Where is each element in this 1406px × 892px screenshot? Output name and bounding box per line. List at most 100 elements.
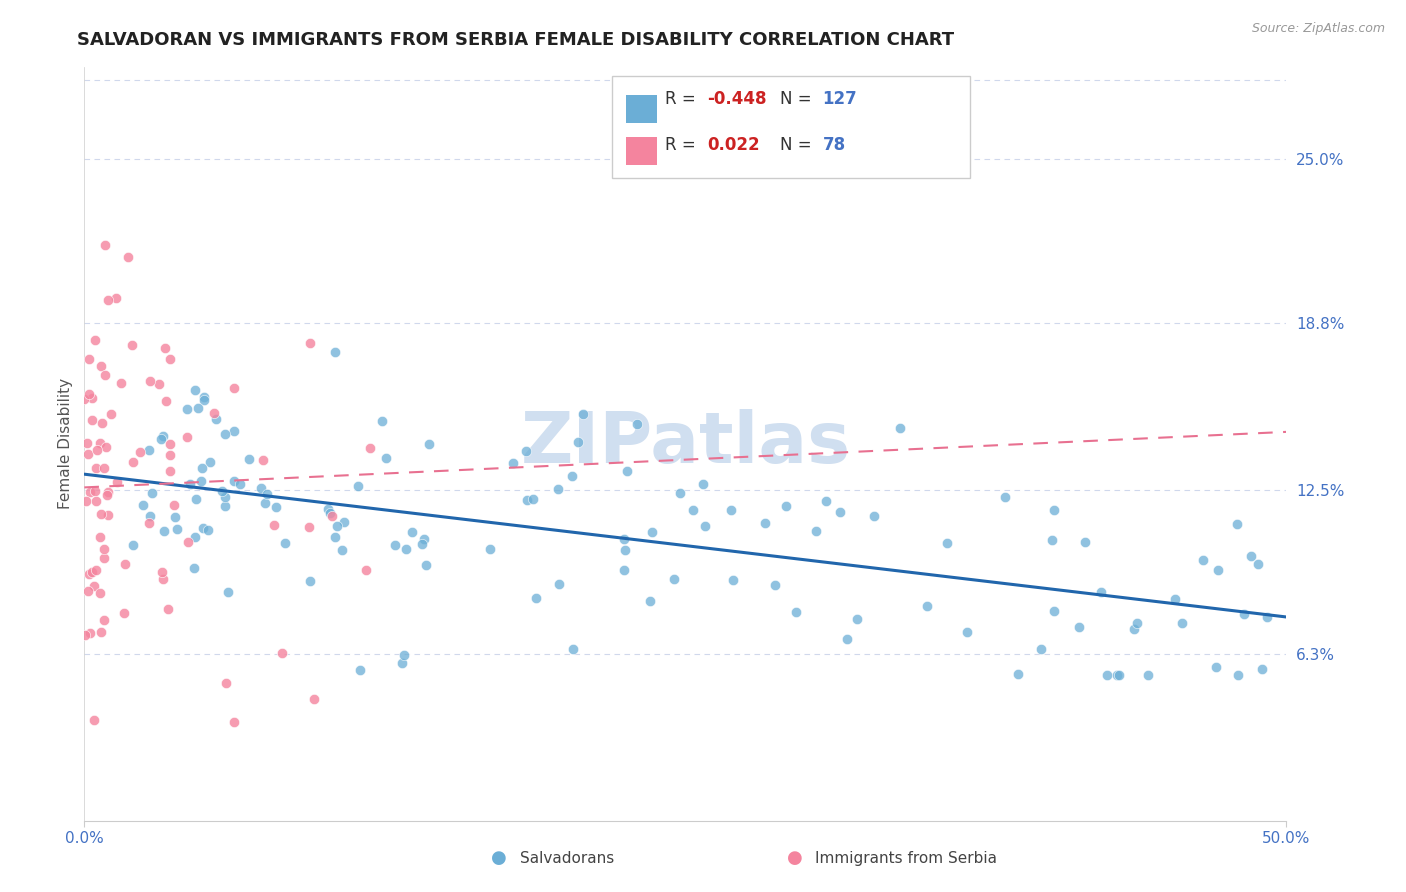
- Point: [114, 557, 136, 571]
- Text: 78: 78: [823, 136, 845, 153]
- Point: [89, 436, 111, 450]
- Point: [163, 510, 186, 524]
- Point: [152, 429, 174, 443]
- Point: [668, 485, 690, 500]
- Point: [166, 522, 188, 536]
- Point: [415, 558, 437, 573]
- Point: [384, 538, 406, 552]
- Point: [889, 421, 911, 435]
- Point: [80, 392, 103, 406]
- Point: [264, 500, 287, 515]
- Point: [76, 435, 98, 450]
- Point: [321, 509, 343, 524]
- Point: [214, 490, 236, 504]
- Point: [122, 537, 145, 551]
- Point: [131, 498, 153, 512]
- Point: [141, 485, 163, 500]
- Point: [138, 375, 160, 389]
- Point: [79, 626, 101, 640]
- Point: [411, 537, 433, 551]
- Point: [84, 460, 107, 475]
- Point: [139, 508, 162, 523]
- Text: N =: N =: [780, 90, 817, 108]
- Point: [93, 551, 115, 566]
- Point: [547, 577, 569, 591]
- Point: [323, 345, 346, 359]
- Point: [346, 479, 368, 493]
- Point: [863, 508, 886, 523]
- Point: [1067, 620, 1090, 634]
- Point: [73, 392, 96, 406]
- Text: SALVADORAN VS IMMIGRANTS FROM SERBIA FEMALE DISABILITY CORRELATION CHART: SALVADORAN VS IMMIGRANTS FROM SERBIA FEM…: [77, 31, 955, 49]
- Point: [217, 585, 239, 599]
- Point: [177, 534, 200, 549]
- Point: [515, 444, 537, 458]
- Point: [224, 380, 246, 394]
- Point: [77, 387, 100, 401]
- Point: [1226, 517, 1249, 532]
- Point: [349, 663, 371, 677]
- Point: [1136, 668, 1159, 682]
- Point: [1164, 592, 1187, 607]
- Point: [193, 390, 215, 404]
- Point: [77, 351, 100, 366]
- Point: [613, 543, 636, 558]
- Point: [1090, 585, 1112, 599]
- Point: [1247, 557, 1270, 571]
- Point: [1232, 607, 1254, 621]
- Point: [524, 591, 547, 606]
- Point: [375, 450, 398, 465]
- Point: [152, 572, 174, 586]
- Point: [994, 490, 1017, 504]
- Point: [1029, 642, 1052, 657]
- Point: [211, 484, 233, 499]
- Point: [200, 455, 222, 469]
- Point: [298, 335, 321, 350]
- Point: [815, 494, 838, 508]
- Point: [110, 376, 132, 390]
- Point: [214, 676, 236, 690]
- Point: [1251, 662, 1274, 676]
- Point: [121, 455, 143, 469]
- Point: [105, 291, 128, 305]
- Point: [1170, 616, 1192, 631]
- Point: [76, 583, 98, 598]
- Point: [304, 691, 326, 706]
- Point: [613, 563, 636, 577]
- Text: Salvadorans: Salvadorans: [520, 851, 614, 865]
- Point: [1227, 668, 1250, 682]
- Point: [86, 443, 108, 458]
- Point: [84, 563, 107, 577]
- Point: [80, 413, 103, 427]
- Point: [94, 237, 117, 252]
- Point: [183, 560, 205, 574]
- Point: [502, 456, 524, 470]
- Point: [332, 543, 354, 558]
- Point: [720, 502, 742, 516]
- Point: [252, 453, 274, 467]
- Point: [1007, 667, 1029, 681]
- Point: [572, 407, 595, 421]
- Text: 127: 127: [823, 90, 858, 108]
- Point: [83, 713, 105, 727]
- Point: [1122, 622, 1144, 636]
- Point: [100, 407, 122, 421]
- Point: [77, 567, 100, 582]
- Point: [84, 334, 107, 348]
- Point: [176, 430, 198, 444]
- Point: [94, 440, 117, 454]
- Point: [723, 573, 745, 587]
- Point: [915, 599, 938, 614]
- Point: [193, 393, 215, 408]
- Point: [693, 519, 716, 533]
- Point: [785, 606, 807, 620]
- Point: [616, 464, 638, 478]
- Point: [371, 414, 394, 428]
- Point: [96, 488, 118, 502]
- Point: [138, 443, 160, 458]
- Point: [89, 586, 111, 600]
- Point: [150, 565, 173, 579]
- Point: [830, 505, 852, 519]
- Point: [184, 383, 207, 397]
- Point: [83, 579, 105, 593]
